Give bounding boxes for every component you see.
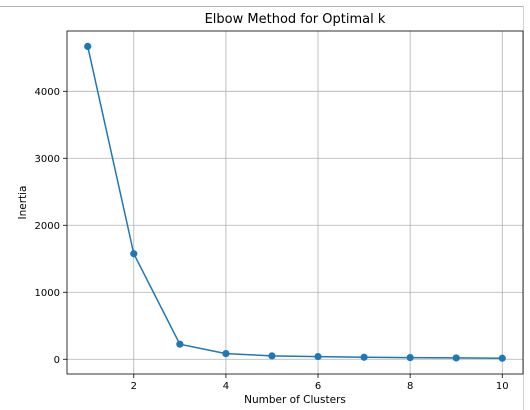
y-tick-label: 3000 [35, 154, 60, 165]
y-tick-label: 0 [54, 355, 60, 366]
data-point [314, 352, 322, 361]
data-point [84, 42, 92, 51]
grid-lines [67, 31, 523, 374]
data-point [360, 353, 368, 361]
y-tick-label: 2000 [35, 221, 60, 232]
y-tick-label: 4000 [35, 87, 60, 98]
plot-area [66, 30, 524, 375]
data-point [176, 340, 184, 348]
data-point [222, 349, 230, 358]
y-axis-label: Inertia [17, 186, 29, 220]
x-tick-label: 2 [131, 381, 137, 392]
x-axis-label: Number of Clusters [244, 394, 346, 406]
y-tick-label: 1000 [35, 288, 60, 299]
series-line [86, 46, 503, 360]
data-point [452, 354, 460, 362]
data-point [268, 352, 276, 360]
data-point [498, 354, 506, 362]
data-point [130, 250, 138, 258]
x-tick-label: 10 [496, 381, 509, 392]
x-tick-label: 8 [407, 381, 413, 392]
series-group [84, 42, 506, 362]
data-point [406, 353, 414, 362]
right-border-line [523, 6, 524, 410]
top-border-line [0, 6, 524, 7]
chart-title: Elbow Method for Optimal k [205, 12, 386, 27]
axis-ticks: 2 4 6 8 10 0 1000 2000 3000 4000 [35, 87, 509, 392]
x-tick-label: 4 [223, 381, 229, 392]
x-tick-label: 6 [315, 381, 321, 392]
